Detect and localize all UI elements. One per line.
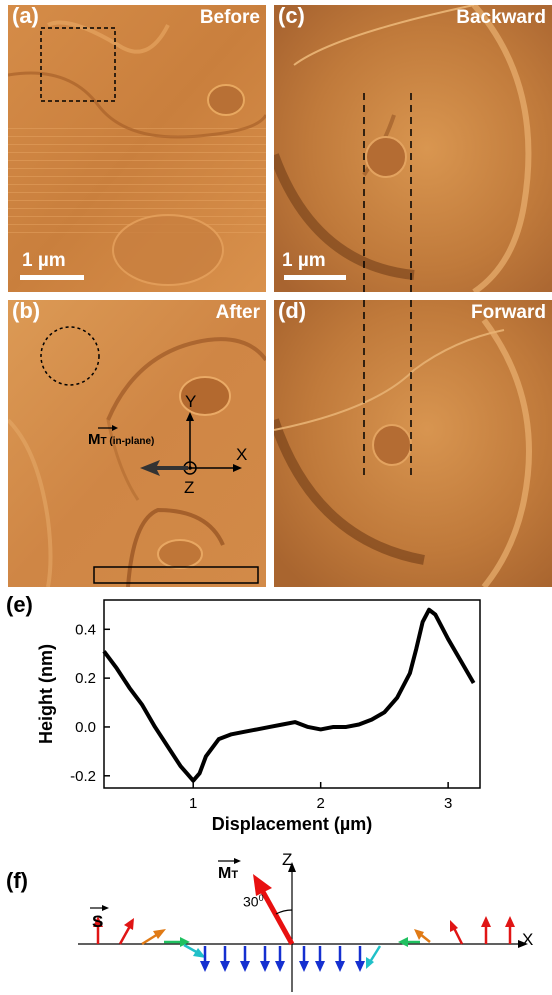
angle-sup: 0 <box>258 893 264 903</box>
vector-mt: M <box>218 865 232 882</box>
afm-image-a <box>8 5 266 292</box>
axis-x-label-f: X <box>522 930 534 949</box>
panel-label: (c) <box>278 5 305 28</box>
axis-z-label: Z <box>184 478 195 497</box>
angle-label: 300 <box>243 893 264 910</box>
scale-label: 1 µm <box>22 250 66 271</box>
scale-label: 1 µm <box>282 250 326 271</box>
afm-image-c <box>274 5 552 292</box>
panel-b-after: (b) After Y X Z MT (in-plane) <box>8 300 266 587</box>
profile-box-marker <box>93 566 259 584</box>
panel-d-forward: (d) Forward <box>274 300 552 587</box>
scale-bar <box>284 275 346 280</box>
afm-image-d <box>274 300 552 587</box>
axis-y-label: Y <box>185 392 197 411</box>
dashed-circle-marker <box>40 326 100 386</box>
magnetization-label: MT (in-plane) <box>88 431 154 449</box>
x-tick-label: 2 <box>317 795 325 812</box>
angle-value: 30 <box>243 893 259 910</box>
panel-title: Forward <box>471 302 546 323</box>
y-tick-label: 0.4 <box>75 621 96 638</box>
spin-arrows <box>93 916 515 972</box>
vector-mt-label: MT <box>218 865 238 883</box>
x-tick-label: 3 <box>444 795 452 812</box>
panel-label: (a) <box>12 5 39 28</box>
panel-a-before: (a) Before 1 µm <box>8 5 266 292</box>
series-line <box>102 607 476 783</box>
axis-z-label-f: Z <box>282 850 293 869</box>
vector-mt-sub: T <box>231 869 239 881</box>
y-tick-label: -0.2 <box>70 768 96 785</box>
panel-c-backward: (c) Backward 1 µm <box>274 5 552 292</box>
axis-x-label: X <box>236 445 248 464</box>
afm-image-b <box>8 300 266 587</box>
panel-label-e: (e) <box>6 592 33 617</box>
vector-m: M <box>88 431 101 448</box>
panel-title: Backward <box>456 7 546 28</box>
y-tick-label: 0.2 <box>75 670 96 687</box>
vector-s-label: S <box>92 912 104 931</box>
panel-label-f: (f) <box>6 868 28 893</box>
plot-frame <box>103 599 481 789</box>
panel-title: Before <box>199 7 260 28</box>
panel-label: (d) <box>278 300 307 323</box>
dashed-square-marker <box>40 27 116 102</box>
panel-label: (b) <box>12 300 41 323</box>
y-axis-label: Height (nm) <box>36 644 56 744</box>
scale-bar <box>20 275 84 280</box>
height-profile-chart: 1 2 3 -0.2 0.0 0.2 0.4 Displacement (µm) Height … <box>36 599 481 834</box>
spin-diagram <box>78 858 528 992</box>
x-tick-label: 1 <box>189 795 197 812</box>
y-tick-label: 0.0 <box>75 719 96 736</box>
vector-m-sub: T (in-plane) <box>100 436 155 447</box>
panel-title: After <box>215 302 260 323</box>
x-axis-label: Displacement (µm) <box>212 814 372 834</box>
